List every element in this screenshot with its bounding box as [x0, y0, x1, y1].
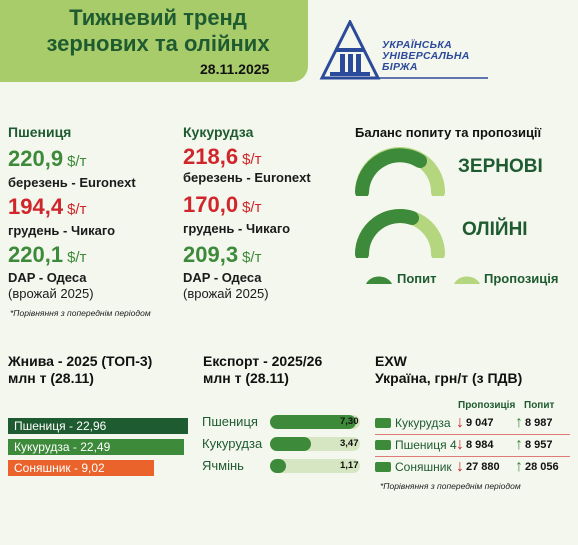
wheat-price-chicago: 194,4 $/т [8, 194, 87, 219]
oil-balance-gauge [355, 209, 445, 258]
logo-line-3: БІРЖА [382, 61, 418, 73]
title-line-2: зернових та олійних [46, 31, 270, 56]
exw-row-label: Пшениця 4 [395, 438, 457, 452]
logo-line-1: УКРАЇНСЬКА [382, 39, 453, 51]
logo-text: УКРАЇНСЬКА УНІВЕРСАЛЬНА БІРЖА [382, 40, 470, 73]
comparison-note: *Порівняння з попереднім періодом [10, 308, 151, 318]
exw-title: EXW Україна, грн/т (з ПДВ) [375, 353, 522, 387]
corn-price-euronext: 218,6 $/т [183, 144, 262, 169]
balance-title: Баланс попиту та пропозиції [355, 125, 542, 140]
wheat-label-harvest: (врожай 2025) [8, 286, 94, 301]
exw-demand-value: 8 987 [525, 417, 553, 429]
arrow-up-icon: ↑ [515, 414, 523, 431]
page-title: Тижневий тренд зернових та олійних [8, 5, 308, 57]
grain-demand-arc [355, 148, 427, 196]
corn-price-dap: 209,3 $/т [183, 242, 262, 267]
exw-row-label: Кукурудза [395, 416, 451, 430]
export-bar-track [270, 415, 360, 429]
corn-label-harvest: (врожай 2025) [183, 286, 269, 301]
harvest-title-line-1: Жнива - 2025 (ТОП-3) [8, 353, 153, 369]
harvest-bar-wheat: Пшениця - 22,96 [8, 418, 188, 434]
export-title-line-1: Експорт - 2025/26 [203, 353, 323, 369]
corn-price-chicago: 170,0 $/т [183, 192, 262, 217]
supply-legend-label: Пропозиція [484, 271, 559, 286]
export-bar-fill [270, 459, 286, 473]
exw-supply-value: 9 047 [466, 417, 494, 429]
export-value: 1,17 [340, 460, 359, 471]
export-bar-track [270, 437, 360, 451]
export-title: Експорт - 2025/26 млн т (28.11) [203, 353, 322, 387]
harvest-bar-sunflower: Соняшник - 9,02 [8, 460, 154, 476]
wheat-title: Пшениця [8, 124, 72, 140]
exw-demand-value: 8 957 [525, 439, 553, 451]
arrow-up-icon: ↑ [515, 436, 523, 453]
grain-balance-gauge [355, 147, 445, 196]
exw-supply-value: 8 984 [466, 439, 494, 451]
exw-col-supply: Пропозиція [458, 400, 516, 411]
export-bar-fill [270, 437, 312, 451]
harvest-bar-corn: Кукурудза - 22,49 [8, 439, 184, 455]
oil-demand-arc [355, 209, 419, 258]
export-label: Кукурудза [202, 436, 263, 451]
header-banner [0, 0, 308, 82]
title-line-1: Тижневий тренд [69, 5, 247, 30]
banknote-icon [375, 418, 391, 428]
harvest-title-line-2: млн т (28.11) [8, 370, 94, 386]
oil-label: ОЛІЙНІ [462, 219, 528, 240]
banknote-icon [375, 462, 391, 472]
grain-label: ЗЕРНОВІ [458, 156, 543, 177]
exw-note: *Порівняння з попереднім періодом [380, 481, 521, 491]
ukrainian-universal-exchange-logo-icon [319, 20, 488, 80]
exw-title-line-2: Україна, грн/т (з ПДВ) [375, 370, 523, 386]
corn-title: Кукурудза [183, 124, 254, 140]
exw-row-divider [375, 456, 570, 457]
corn-label-dap: DAP - Одеса [183, 270, 262, 285]
demand-legend-icon [366, 276, 392, 284]
arrow-down-icon: ↓ [456, 414, 464, 431]
wheat-label-euronext: березень - Euronext [8, 175, 136, 190]
report-date: 28.11.2025 [200, 61, 270, 77]
banknote-icon [375, 440, 391, 450]
wheat-price-dap: 220,1 $/т [8, 242, 87, 267]
arrow-down-icon: ↓ [456, 436, 464, 453]
corn-label-euronext: березень - Euronext [183, 170, 311, 185]
exw-title-line-1: EXW [375, 353, 407, 369]
wheat-price-euronext: 220,9 $/т [8, 146, 87, 171]
arrow-down-icon: ↓ [456, 458, 464, 475]
export-value: 7,30 [340, 416, 359, 427]
export-bar-fill [270, 415, 357, 429]
demand-legend-label: Попит [397, 271, 437, 286]
exw-col-demand: Попит [524, 400, 555, 411]
corn-label-chicago: грудень - Чикаго [183, 221, 291, 236]
wheat-label-chicago: грудень - Чикаго [8, 223, 116, 238]
export-label: Ячмінь [202, 458, 244, 473]
arrow-up-icon: ↑ [515, 458, 523, 475]
wheat-label-dap: DAP - Одеса [8, 270, 87, 285]
exw-row-label: Соняшник [395, 460, 452, 474]
export-bar-track [270, 459, 360, 473]
export-title-line-2: млн т (28.11) [203, 370, 289, 386]
export-label: Пшениця [202, 414, 258, 429]
harvest-title: Жнива - 2025 (ТОП-3) млн т (28.11) [8, 353, 152, 387]
supply-legend-icon [454, 276, 480, 284]
exw-row-divider [375, 434, 570, 435]
exw-demand-value: 28 056 [525, 461, 559, 473]
export-value: 3,47 [340, 438, 359, 449]
logo-line-2: УНІВЕРСАЛЬНА [382, 50, 470, 62]
exw-supply-value: 27 880 [466, 461, 500, 473]
